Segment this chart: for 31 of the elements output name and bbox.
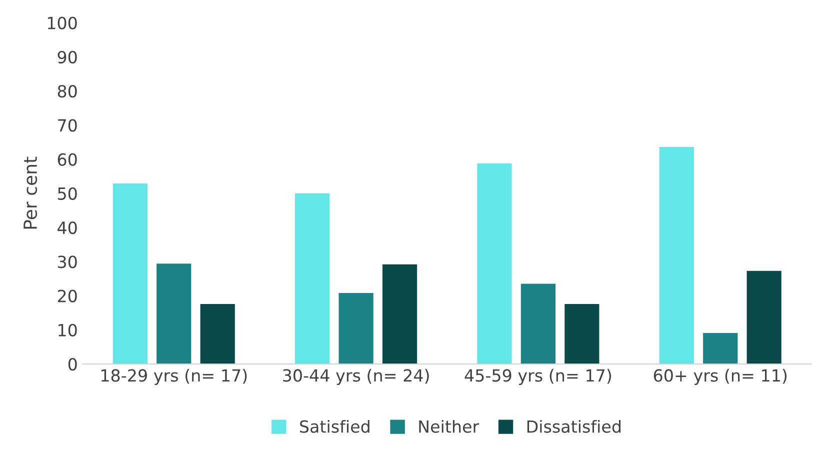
y-tick-label: 90 [58, 50, 77, 64]
bar [564, 304, 600, 364]
legend-label: Dissatisfied [527, 420, 620, 433]
bar [703, 332, 738, 364]
x-tick-label: 30-44 yrs (n= 24) [283, 368, 429, 385]
bar [156, 264, 192, 364]
y-tick-label: 40 [58, 221, 77, 234]
y-tick-label: 70 [58, 119, 77, 132]
y-tick-label: 0 [68, 358, 77, 371]
y-tick-label: 50 [58, 187, 77, 200]
bar [520, 284, 556, 364]
bar [659, 146, 694, 364]
bar [746, 270, 782, 364]
y-tick-label: 10 [58, 324, 77, 336]
bar [200, 304, 235, 364]
y-axis-title: Per cent [24, 156, 38, 229]
x-tick-label: 60+ yrs (n= 11) [654, 368, 787, 385]
bar [295, 193, 330, 364]
x-tick-label: 45-59 yrs (n= 17) [464, 368, 611, 385]
legend-label: Neither [419, 420, 480, 433]
legend-label: Satisfied [300, 420, 370, 433]
bar [477, 163, 512, 364]
x-tick-label: 18-29 yrs (n= 17) [101, 368, 247, 385]
y-tick-label: 60 [58, 153, 77, 166]
y-tick-label: 100 [48, 16, 77, 30]
y-tick-label: 20 [58, 290, 77, 302]
y-tick-label: 80 [58, 84, 77, 98]
y-tick-label: 30 [58, 256, 77, 268]
bar [338, 293, 374, 364]
bar [112, 183, 148, 364]
bar [382, 264, 418, 364]
